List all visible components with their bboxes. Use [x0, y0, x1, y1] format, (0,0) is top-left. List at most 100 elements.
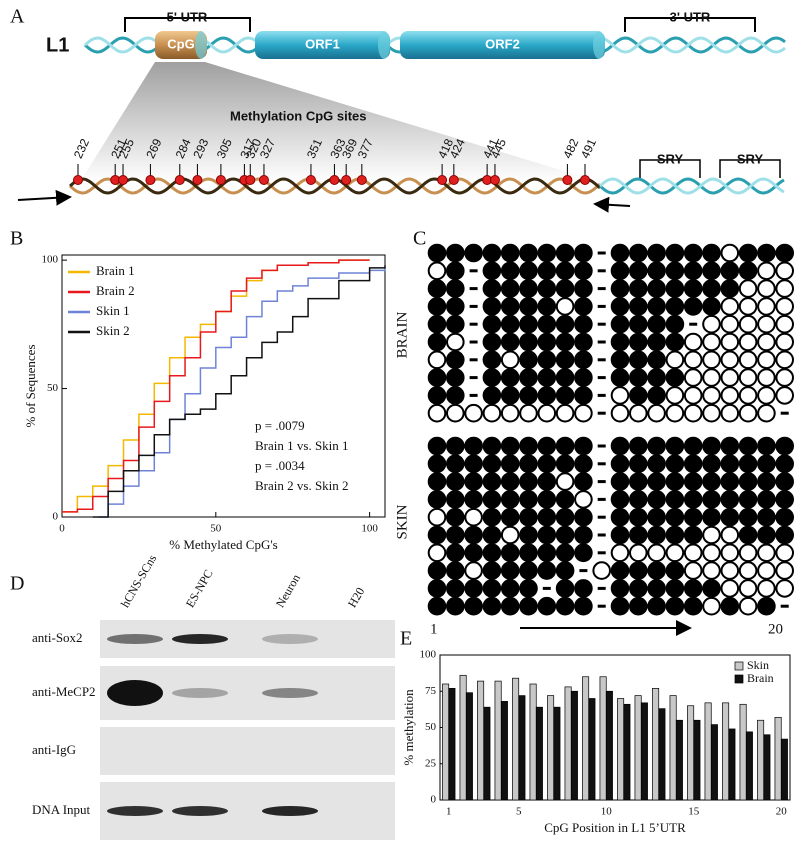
bar	[442, 683, 450, 801]
methylation-dot	[738, 403, 758, 423]
methylation-dot	[683, 490, 703, 509]
methylation-dot	[610, 490, 630, 509]
methylation-dot	[555, 525, 575, 545]
methylation-dot	[720, 297, 740, 316]
bar	[687, 705, 695, 801]
methylation-dot	[665, 490, 685, 509]
methylation-dot	[519, 279, 538, 298]
methylation-dot	[537, 472, 557, 491]
methylation-dot	[610, 472, 630, 491]
methylation-dot	[738, 525, 758, 545]
methylation-dot	[500, 297, 520, 316]
missing-site	[597, 533, 606, 537]
methylation-dot	[757, 297, 776, 316]
missing-site	[579, 569, 588, 573]
methylation-dot	[665, 386, 685, 405]
methylation-dot	[775, 507, 795, 527]
methylation-dot	[482, 454, 502, 474]
methylation-dot	[720, 368, 740, 387]
methylation-dot	[610, 579, 630, 598]
cpg-site	[448, 175, 459, 185]
cpg-site	[356, 175, 367, 185]
methylation-dot	[647, 350, 666, 370]
methylation-dot	[446, 243, 465, 263]
cpg-site	[192, 175, 203, 185]
x-tick-label: 0	[59, 523, 65, 535]
methylation-dot	[757, 332, 776, 352]
gene-block-end	[378, 31, 390, 59]
missing-site	[597, 462, 606, 466]
methylation-dot	[629, 314, 648, 334]
methylation-dot	[610, 507, 630, 527]
missing-site	[597, 444, 606, 448]
methylation-dot	[574, 297, 593, 316]
methylation-dot	[574, 472, 593, 491]
cpg-site	[215, 175, 226, 185]
methylation-dot	[738, 386, 758, 405]
methylation-dot	[738, 350, 758, 370]
methylation-dot	[537, 490, 557, 509]
methylation-dot	[537, 332, 557, 352]
methylation-dot	[537, 386, 557, 405]
methylation-dot	[702, 561, 721, 580]
methylation-dot	[574, 332, 593, 352]
methylation-dot	[720, 454, 740, 474]
methylation-dot	[446, 314, 465, 334]
methylation-dot	[757, 403, 776, 423]
cdf-line	[92, 265, 386, 518]
methylation-dot	[610, 261, 630, 281]
dna-helix	[599, 177, 785, 195]
gel-row-label: anti-IgG	[32, 742, 76, 757]
bar	[512, 677, 520, 801]
methylation-dot	[555, 350, 575, 370]
methylation-dot	[482, 368, 502, 387]
methylation-dot	[665, 350, 685, 370]
plot-frame	[61, 254, 386, 518]
methylation-dot	[629, 297, 648, 316]
bar	[763, 734, 771, 801]
methylation-dot	[500, 368, 520, 387]
methylation-dot	[464, 507, 483, 527]
methylation-dot	[683, 297, 703, 316]
methylation-dot	[519, 454, 538, 474]
methylation-dot	[482, 561, 502, 580]
bar	[652, 687, 660, 801]
methylation-dot	[629, 436, 648, 456]
methylation-dot	[427, 454, 447, 474]
gel-lane-label: ES-NPC	[183, 567, 216, 610]
x-tick-label: 1	[446, 806, 452, 818]
panel-label: C	[413, 228, 426, 250]
methylation-dot	[446, 525, 465, 545]
methylation-dot	[702, 490, 721, 509]
methylation-dot	[519, 332, 538, 352]
methylation-dot	[720, 596, 740, 616]
legend-label: Skin 1	[96, 303, 130, 318]
missing-site	[597, 480, 606, 484]
group-label: BRAIN	[394, 311, 410, 358]
y-tick-label: 75	[425, 685, 437, 697]
methylation-dot	[665, 368, 685, 387]
methylation-dot	[482, 314, 502, 334]
missing-site	[689, 322, 698, 326]
methylation-dot	[738, 297, 758, 316]
methylation-dot	[757, 596, 776, 616]
group-label: SKIN	[394, 504, 410, 539]
methylation-dot	[464, 525, 483, 545]
x-axis-label: % Methylated CpG's	[169, 537, 278, 552]
methylation-dot	[775, 543, 795, 563]
methylation-dot	[610, 279, 630, 298]
missing-site	[597, 411, 606, 415]
y-tick-label: 50	[47, 382, 59, 394]
methylation-dot	[629, 261, 648, 281]
zoom-fan	[80, 62, 600, 182]
methylation-dot	[610, 350, 630, 370]
methylation-dot	[757, 261, 776, 281]
methylation-dot	[647, 579, 666, 598]
methylation-dot	[464, 596, 483, 616]
methylation-dot	[683, 507, 703, 527]
methylation-dot	[574, 507, 593, 527]
bar	[553, 706, 561, 801]
missing-site	[597, 604, 606, 608]
methylation-dot	[610, 243, 630, 263]
annotation: Brain 2 vs. Skin 2	[255, 478, 349, 493]
